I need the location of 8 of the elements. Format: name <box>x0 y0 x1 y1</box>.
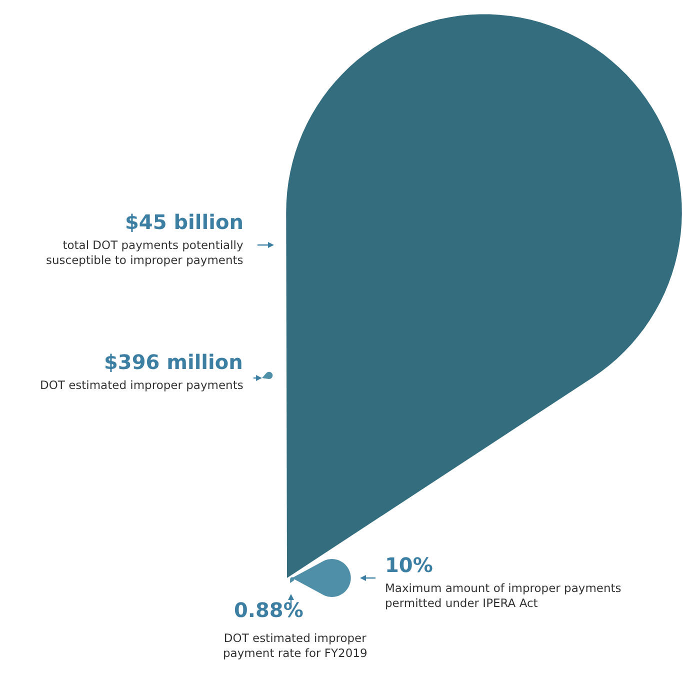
data-label: 0.88% <box>234 598 304 622</box>
data-label: $45 billion <box>125 210 244 234</box>
category-label: DOT estimated improper payments <box>40 378 244 392</box>
category-label: Maximum amount of improper payments permitted under IPERA Act <box>385 581 622 610</box>
category-label: total DOT payments potentially susceptible to improper payments <box>46 238 244 267</box>
data-label: $396 million <box>104 350 243 374</box>
category-label: DOT estimated improper payment rate for FY2019 <box>223 631 368 660</box>
data-label: 10% <box>385 553 433 577</box>
